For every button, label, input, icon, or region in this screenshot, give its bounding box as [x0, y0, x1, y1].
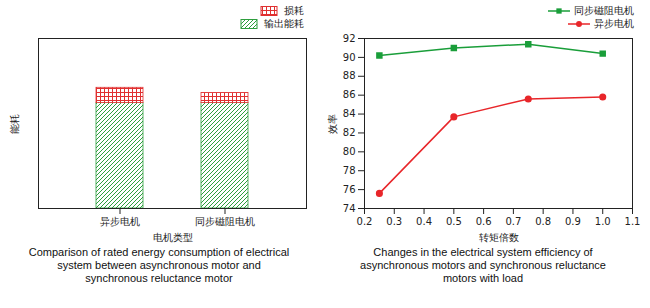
- html-text:Comparison of rated energy con: Comparison of rated energy consumption o…: [28, 246, 290, 284]
- svg-text:转矩倍数: 转矩倍数: [479, 232, 519, 243]
- svg-text:88: 88: [343, 70, 356, 81]
- svg-text:电机类型: 电机类型: [153, 232, 193, 243]
- svg-text:1.0: 1.0: [595, 216, 611, 227]
- svg-text:80: 80: [343, 146, 356, 157]
- svg-text:90: 90: [343, 52, 356, 63]
- html-text:输出能耗: 输出能耗: [264, 17, 304, 29]
- html-text:损耗: 损耗: [284, 4, 304, 16]
- html-text:Changes in the electrical syst: Changes in the electrical system efficie…: [360, 246, 606, 284]
- svg-text:0.9: 0.9: [565, 216, 581, 227]
- svg-text:92: 92: [343, 33, 356, 44]
- svg-text:异步电机: 异步电机: [100, 216, 140, 227]
- svg-text:0.4: 0.4: [416, 216, 432, 227]
- svg-text:同步磁阻电机: 同步磁阻电机: [195, 216, 255, 227]
- svg-text:能耗: 能耗: [9, 114, 20, 134]
- svg-text:1.1: 1.1: [625, 216, 641, 227]
- svg-text:效率: 效率: [327, 114, 338, 134]
- svg-text:84: 84: [343, 108, 356, 119]
- html-text:异步电机: 异步电机: [594, 17, 634, 29]
- svg-text:0.8: 0.8: [535, 216, 551, 227]
- html-text:同步磁阻电机: 同步磁阻电机: [574, 4, 634, 16]
- svg-text:0.6: 0.6: [476, 216, 492, 227]
- svg-text:82: 82: [343, 127, 356, 138]
- svg-text:0.2: 0.2: [357, 216, 373, 227]
- svg-text:78: 78: [343, 165, 356, 176]
- svg-text:0.3: 0.3: [386, 216, 402, 227]
- svg-text:86: 86: [343, 89, 356, 100]
- svg-text:0.5: 0.5: [446, 216, 462, 227]
- svg-text:76: 76: [343, 184, 356, 195]
- svg-text:0.7: 0.7: [505, 216, 521, 227]
- svg-text:74: 74: [343, 203, 356, 214]
